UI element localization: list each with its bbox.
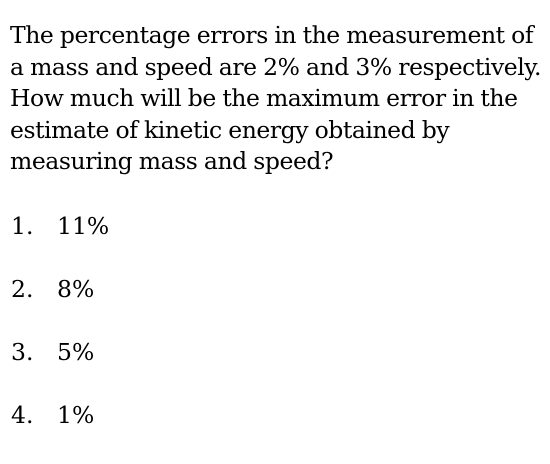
option-1[interactable]: 1. 11%	[11, 212, 109, 275]
option-1-number: 1.	[11, 212, 34, 240]
option-2[interactable]: 2. 8%	[11, 275, 109, 338]
answer-options: 1. 11% 2. 8% 3. 5% 4. 1%	[11, 212, 109, 464]
question-text: The percentage errors in the measurement…	[10, 21, 542, 175]
option-3[interactable]: 3. 5%	[11, 338, 109, 401]
option-1-text: 11%	[57, 212, 110, 240]
option-2-number: 2.	[11, 275, 34, 303]
option-4-text: 1%	[57, 401, 95, 429]
option-2-text: 8%	[57, 275, 95, 303]
option-3-number: 3.	[11, 338, 34, 366]
option-3-text: 5%	[57, 338, 95, 366]
option-4-number: 4.	[11, 401, 34, 429]
option-4[interactable]: 4. 1%	[11, 401, 109, 464]
